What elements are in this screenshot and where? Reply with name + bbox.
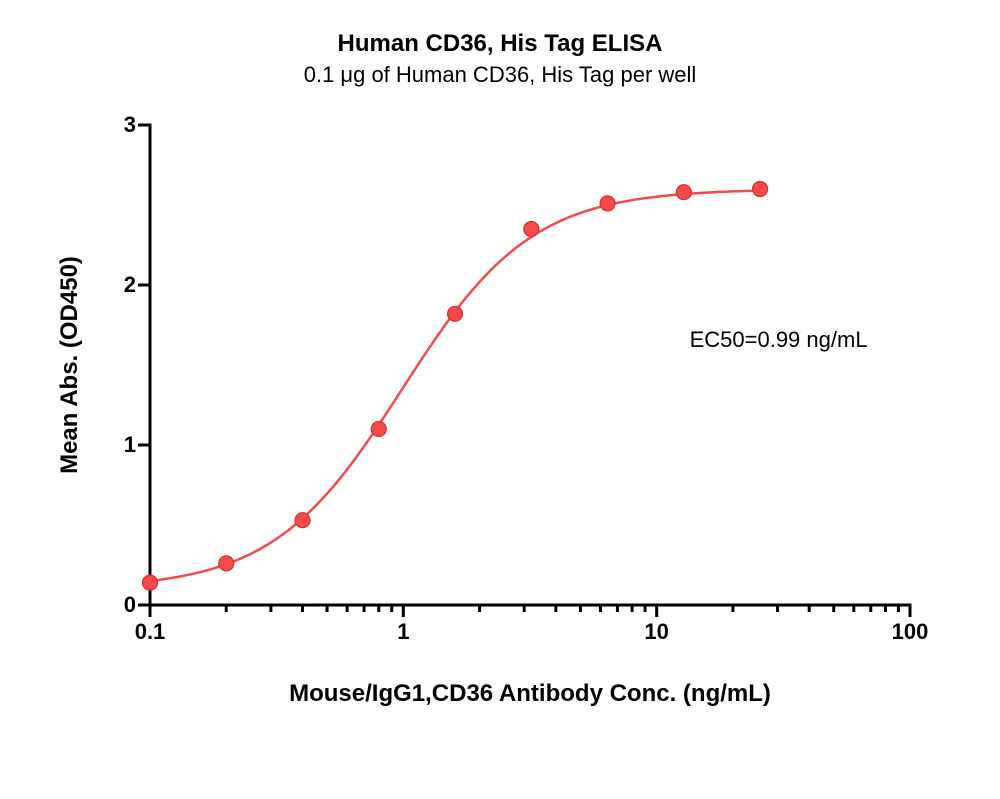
x-tick-label: 10 [644,605,668,645]
elisa-chart: Human CD36, His Tag ELISA 0.1 μg of Huma… [0,0,1000,799]
data-point [600,196,615,211]
y-tick-label: 2 [124,272,150,298]
data-point [753,182,768,197]
chart-title: Human CD36, His Tag ELISA [0,30,1000,58]
x-tick-label: 1 [397,605,409,645]
data-point [676,185,691,200]
data-point [524,222,539,237]
y-tick-label: 3 [124,112,150,138]
data-point [219,556,234,571]
chart-subtitle: 0.1 μg of Human CD36, His Tag per well [0,62,1000,88]
fit-curve [150,191,760,581]
data-point [448,306,463,321]
y-axis-label: Mean Abs. (OD450) [55,125,85,605]
x-tick-label: 0.1 [135,605,166,645]
data-point [371,422,386,437]
data-point [295,513,310,528]
plot-area: 01230.1110100EC50=0.99 ng/mL [150,125,910,605]
chart-titles: Human CD36, His Tag ELISA 0.1 μg of Huma… [0,30,1000,88]
x-tick-label: 100 [892,605,929,645]
data-point [143,575,158,590]
ec50-annotation: EC50=0.99 ng/mL [690,327,868,353]
plot-svg [150,125,910,605]
x-axis-label: Mouse/IgG1,CD36 Antibody Conc. (ng/mL) [150,680,910,708]
y-tick-label: 1 [124,432,150,458]
